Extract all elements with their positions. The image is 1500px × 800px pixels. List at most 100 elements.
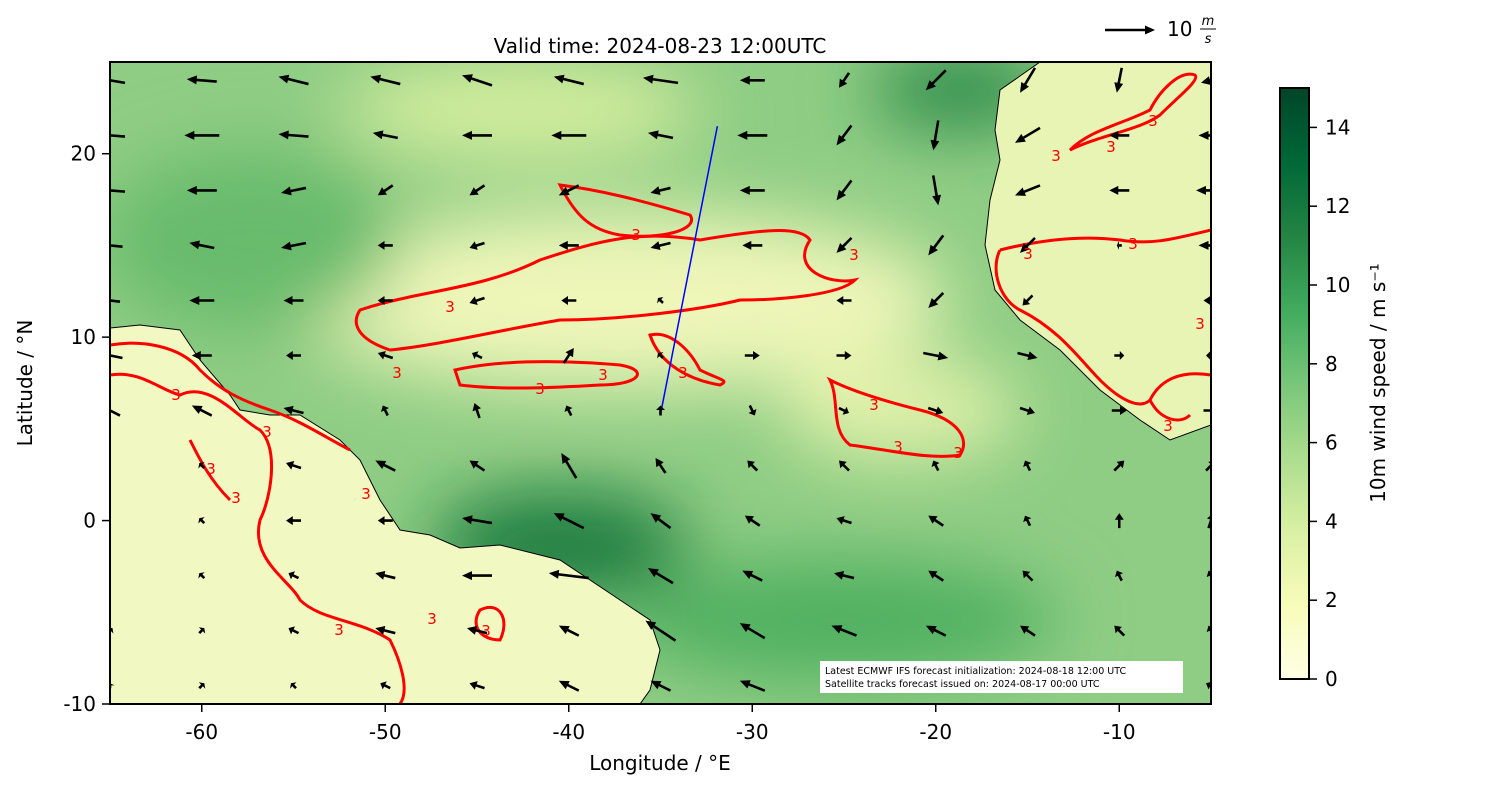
x-tick-label: -30 — [736, 720, 769, 744]
wind-arrow — [1114, 67, 1124, 93]
wind-arrow — [561, 296, 577, 305]
key-arrow — [1105, 25, 1155, 35]
wind-arrow — [290, 682, 297, 690]
wind-arrow — [198, 682, 206, 690]
wind-arrow — [836, 179, 853, 201]
colorbar-tick-label: 6 — [1325, 431, 1338, 455]
colorbar-tick-label: 14 — [1325, 115, 1350, 139]
wind-arrow — [1196, 185, 1211, 195]
wind-arrow — [377, 516, 393, 526]
wind-arrow — [110, 189, 126, 193]
wind-arrow — [469, 460, 486, 472]
wind-arrow — [281, 186, 307, 196]
wind-arrow — [288, 571, 300, 580]
wind-arrow — [189, 240, 215, 250]
wind-arrow — [1111, 406, 1127, 415]
wind-arrow — [1201, 76, 1211, 85]
contour-label: 3 — [231, 489, 241, 507]
wind-arrow — [927, 406, 944, 415]
wind-arrow — [839, 72, 851, 88]
contour-label: 3 — [1051, 147, 1061, 165]
wind-arrow — [931, 460, 940, 472]
wind-arrow — [375, 626, 396, 635]
wind-arrow — [657, 352, 664, 359]
contour-label: 3 — [631, 226, 641, 244]
wind-arrow — [836, 124, 853, 146]
annotation: Latest ECMWF IFS forecast initialization… — [820, 661, 1183, 693]
wind-arrow — [472, 403, 481, 419]
key: 10 m s — [1105, 14, 1216, 47]
wind-arrow — [110, 79, 126, 85]
wind-arrow — [377, 240, 393, 250]
wind-arrow — [1198, 240, 1211, 250]
contour-label: 3 — [1148, 112, 1158, 130]
wind-arrow — [377, 184, 394, 196]
wind-arrow — [548, 569, 589, 580]
wind-arrow — [281, 241, 307, 251]
contour-label: 3 — [171, 386, 181, 404]
key-unit-denominator: s — [1205, 32, 1212, 47]
wind-arrow — [747, 460, 759, 472]
wind-arrow — [286, 516, 301, 526]
wind-arrow — [831, 625, 857, 637]
wind-arrow — [469, 241, 485, 250]
wind-arrow — [558, 184, 580, 196]
wind-arrow — [1113, 460, 1125, 472]
colorbar-tick-label: 8 — [1325, 352, 1338, 376]
colorbar-tick-label: 2 — [1325, 588, 1338, 612]
wind-arrow — [286, 351, 301, 360]
annotation-line: Latest ECMWF IFS forecast initialization… — [825, 666, 1126, 677]
wind-arrow — [553, 513, 585, 530]
wind-arrow — [278, 74, 309, 86]
wind-arrow — [469, 296, 485, 305]
wind-arrow — [1023, 515, 1032, 527]
wind-arrow — [930, 120, 940, 151]
colorbar-label: 10m wind speed / m s⁻¹ — [1366, 263, 1390, 503]
wind-arrow — [1023, 460, 1032, 472]
contour-label: 3 — [427, 610, 437, 628]
wind-arrow — [375, 460, 396, 472]
wind-arrow — [1020, 237, 1036, 253]
wind-arrow — [932, 175, 941, 206]
wind-arrow — [283, 296, 304, 305]
wind-arrow — [189, 296, 215, 305]
wind-arrow — [553, 74, 585, 86]
wind-arrow — [110, 244, 123, 248]
colorbar-tick-label: 10 — [1325, 273, 1350, 297]
wind-arrow — [1205, 461, 1211, 472]
wind-arrow — [198, 462, 206, 469]
contour-label: 3 — [481, 622, 491, 640]
wind-arrow — [110, 299, 121, 303]
chart-title: Valid time: 2024-08-23 12:00UTC — [494, 34, 827, 58]
wind-arrow — [925, 625, 947, 637]
wind-arrow — [1022, 294, 1034, 306]
contour-label: 3 — [445, 298, 455, 316]
wind-arrow — [928, 515, 944, 527]
contour-label: 3 — [893, 438, 903, 456]
satellite-track — [659, 126, 719, 415]
contour-label: 3 — [953, 444, 963, 462]
y-axis-label: Latitude / °N — [13, 320, 37, 447]
wind-arrow — [469, 184, 486, 196]
contour-label: 3 — [361, 485, 371, 503]
colorbar-body — [1279, 87, 1310, 680]
contour-label: 3 — [206, 460, 216, 478]
wind-arrow — [923, 351, 949, 361]
wind-arrow — [928, 292, 945, 308]
wind-arrow — [748, 404, 757, 416]
wind-arrow — [462, 571, 492, 581]
wind-arrow — [836, 351, 852, 360]
wind-arrow — [1206, 570, 1211, 579]
wind-arrow — [1203, 409, 1211, 412]
wind-arrow — [1109, 185, 1130, 195]
wind-arrow — [558, 240, 579, 250]
wind-arrow — [839, 460, 850, 472]
x-tick-label: -60 — [185, 720, 218, 744]
wind-arrow — [643, 74, 679, 85]
wind-arrow — [283, 405, 304, 415]
wind-arrow — [551, 130, 587, 140]
wind-arrow — [1116, 240, 1122, 250]
wind-arrow — [925, 69, 947, 91]
wind-arrow — [657, 297, 664, 304]
